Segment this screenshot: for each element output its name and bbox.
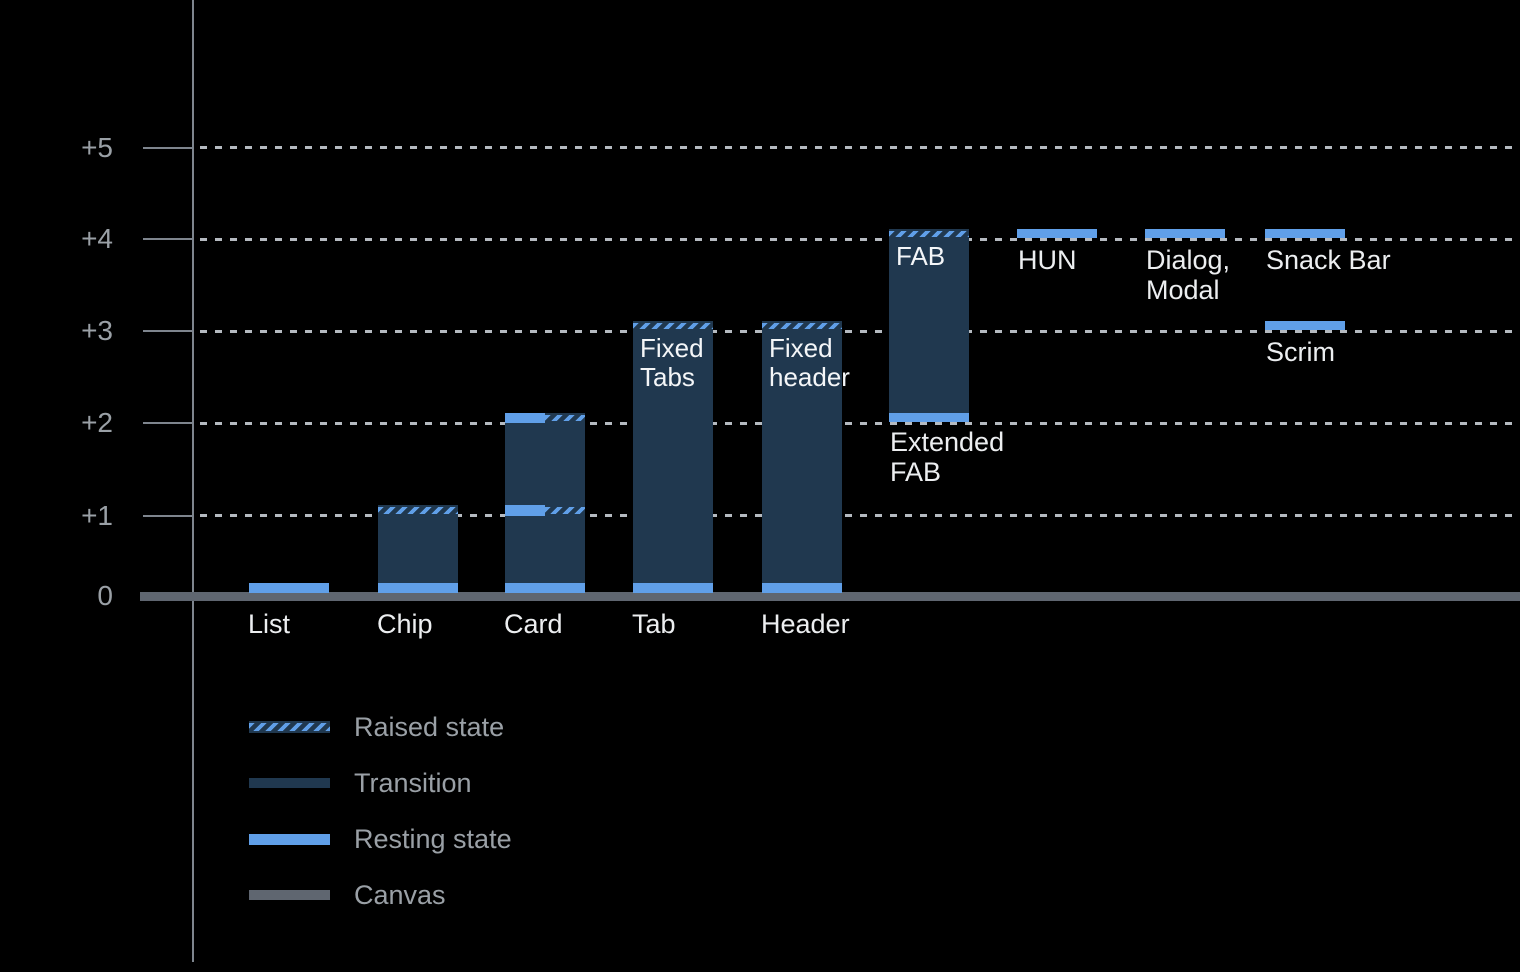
hun-label: HUN	[1018, 245, 1077, 275]
tab-raised-strip	[633, 320, 713, 331]
legend-swatch-raised	[249, 721, 330, 733]
tick-label-+5: +5	[81, 131, 113, 163]
snack-bar-resting-strip	[1265, 228, 1345, 238]
tick-mark-+4	[143, 238, 192, 240]
legend-item-raised: Raised state	[249, 712, 504, 742]
legend-label-raised: Raised state	[354, 712, 505, 742]
scrim-label: Scrim	[1266, 337, 1335, 367]
gridline-+3	[200, 329, 1520, 333]
tick-label-+1: +1	[81, 499, 113, 531]
extended-fab-resting-strip	[889, 412, 969, 422]
tick-mark-+1	[143, 514, 192, 517]
gridline-+1	[200, 514, 1520, 517]
chip-raised-strip	[378, 505, 458, 516]
header-axis-label: Header	[761, 609, 850, 639]
tick-label-+4: +4	[81, 223, 113, 254]
gridline-+2	[200, 421, 1520, 425]
scrim-resting-strip	[1265, 320, 1345, 330]
card-axis-label: Card	[504, 609, 563, 639]
card-transition-bar	[505, 412, 585, 593]
extended-fab-raised-strip	[889, 228, 969, 239]
chip-axis-label: Chip	[377, 609, 433, 639]
card-raised-half	[545, 505, 585, 516]
card-resting-half	[505, 505, 545, 516]
header-inner-label: Fixed header	[769, 332, 850, 392]
extended-fab-transition-bar	[889, 228, 969, 422]
legend-swatch-transition	[249, 778, 330, 788]
tick-label-0: 0	[97, 580, 113, 611]
chip-transition-bar	[378, 505, 458, 593]
card-resting-half	[505, 412, 545, 423]
y-axis-line	[192, 0, 194, 962]
gridline-+4	[200, 237, 1520, 241]
canvas-baseline	[140, 592, 1520, 601]
tab-axis-label: Tab	[632, 609, 676, 639]
legend-item-resting: Resting state	[249, 824, 512, 854]
tick-mark-+2	[143, 422, 192, 424]
tick-label-+3: +3	[81, 315, 113, 346]
chip-resting-strip	[378, 583, 458, 593]
snack-bar-label: Snack Bar	[1266, 245, 1391, 275]
list-resting-strip	[249, 583, 329, 593]
card-resting-strip	[505, 583, 585, 593]
tab-transition-bar	[633, 320, 713, 593]
legend-swatch-resting	[249, 833, 330, 845]
tick-label-+2: +2	[81, 407, 113, 438]
card-split-strip	[505, 412, 585, 423]
extended-fab-inner-label: FAB	[896, 240, 946, 271]
header-transition-bar	[762, 320, 842, 593]
legend-item-transition: Transition	[249, 768, 472, 798]
tab-resting-strip	[633, 583, 713, 593]
dialog-modal-resting-strip	[1145, 228, 1225, 238]
card-raised-half	[545, 412, 585, 423]
dialog-modal-label: Dialog, Modal	[1146, 245, 1231, 305]
gridline-+5	[200, 146, 1520, 149]
legend-item-canvas: Canvas	[249, 880, 446, 910]
list-axis-label: List	[248, 609, 291, 639]
header-raised-strip	[762, 320, 842, 331]
legend-label-canvas: Canvas	[354, 880, 446, 910]
header-resting-strip	[762, 583, 842, 593]
tick-mark-+3	[143, 330, 192, 332]
hun-resting-strip	[1017, 228, 1097, 238]
legend-swatch-canvas	[249, 890, 330, 900]
tab-inner-label: Fixed Tabs	[640, 332, 704, 392]
tick-mark-+5	[143, 146, 192, 149]
legend-label-resting: Resting state	[354, 824, 512, 854]
legend-label-transition: Transition	[354, 768, 472, 798]
extended-fab-label: Extended FAB	[890, 427, 1005, 487]
card-split-strip	[505, 505, 585, 516]
